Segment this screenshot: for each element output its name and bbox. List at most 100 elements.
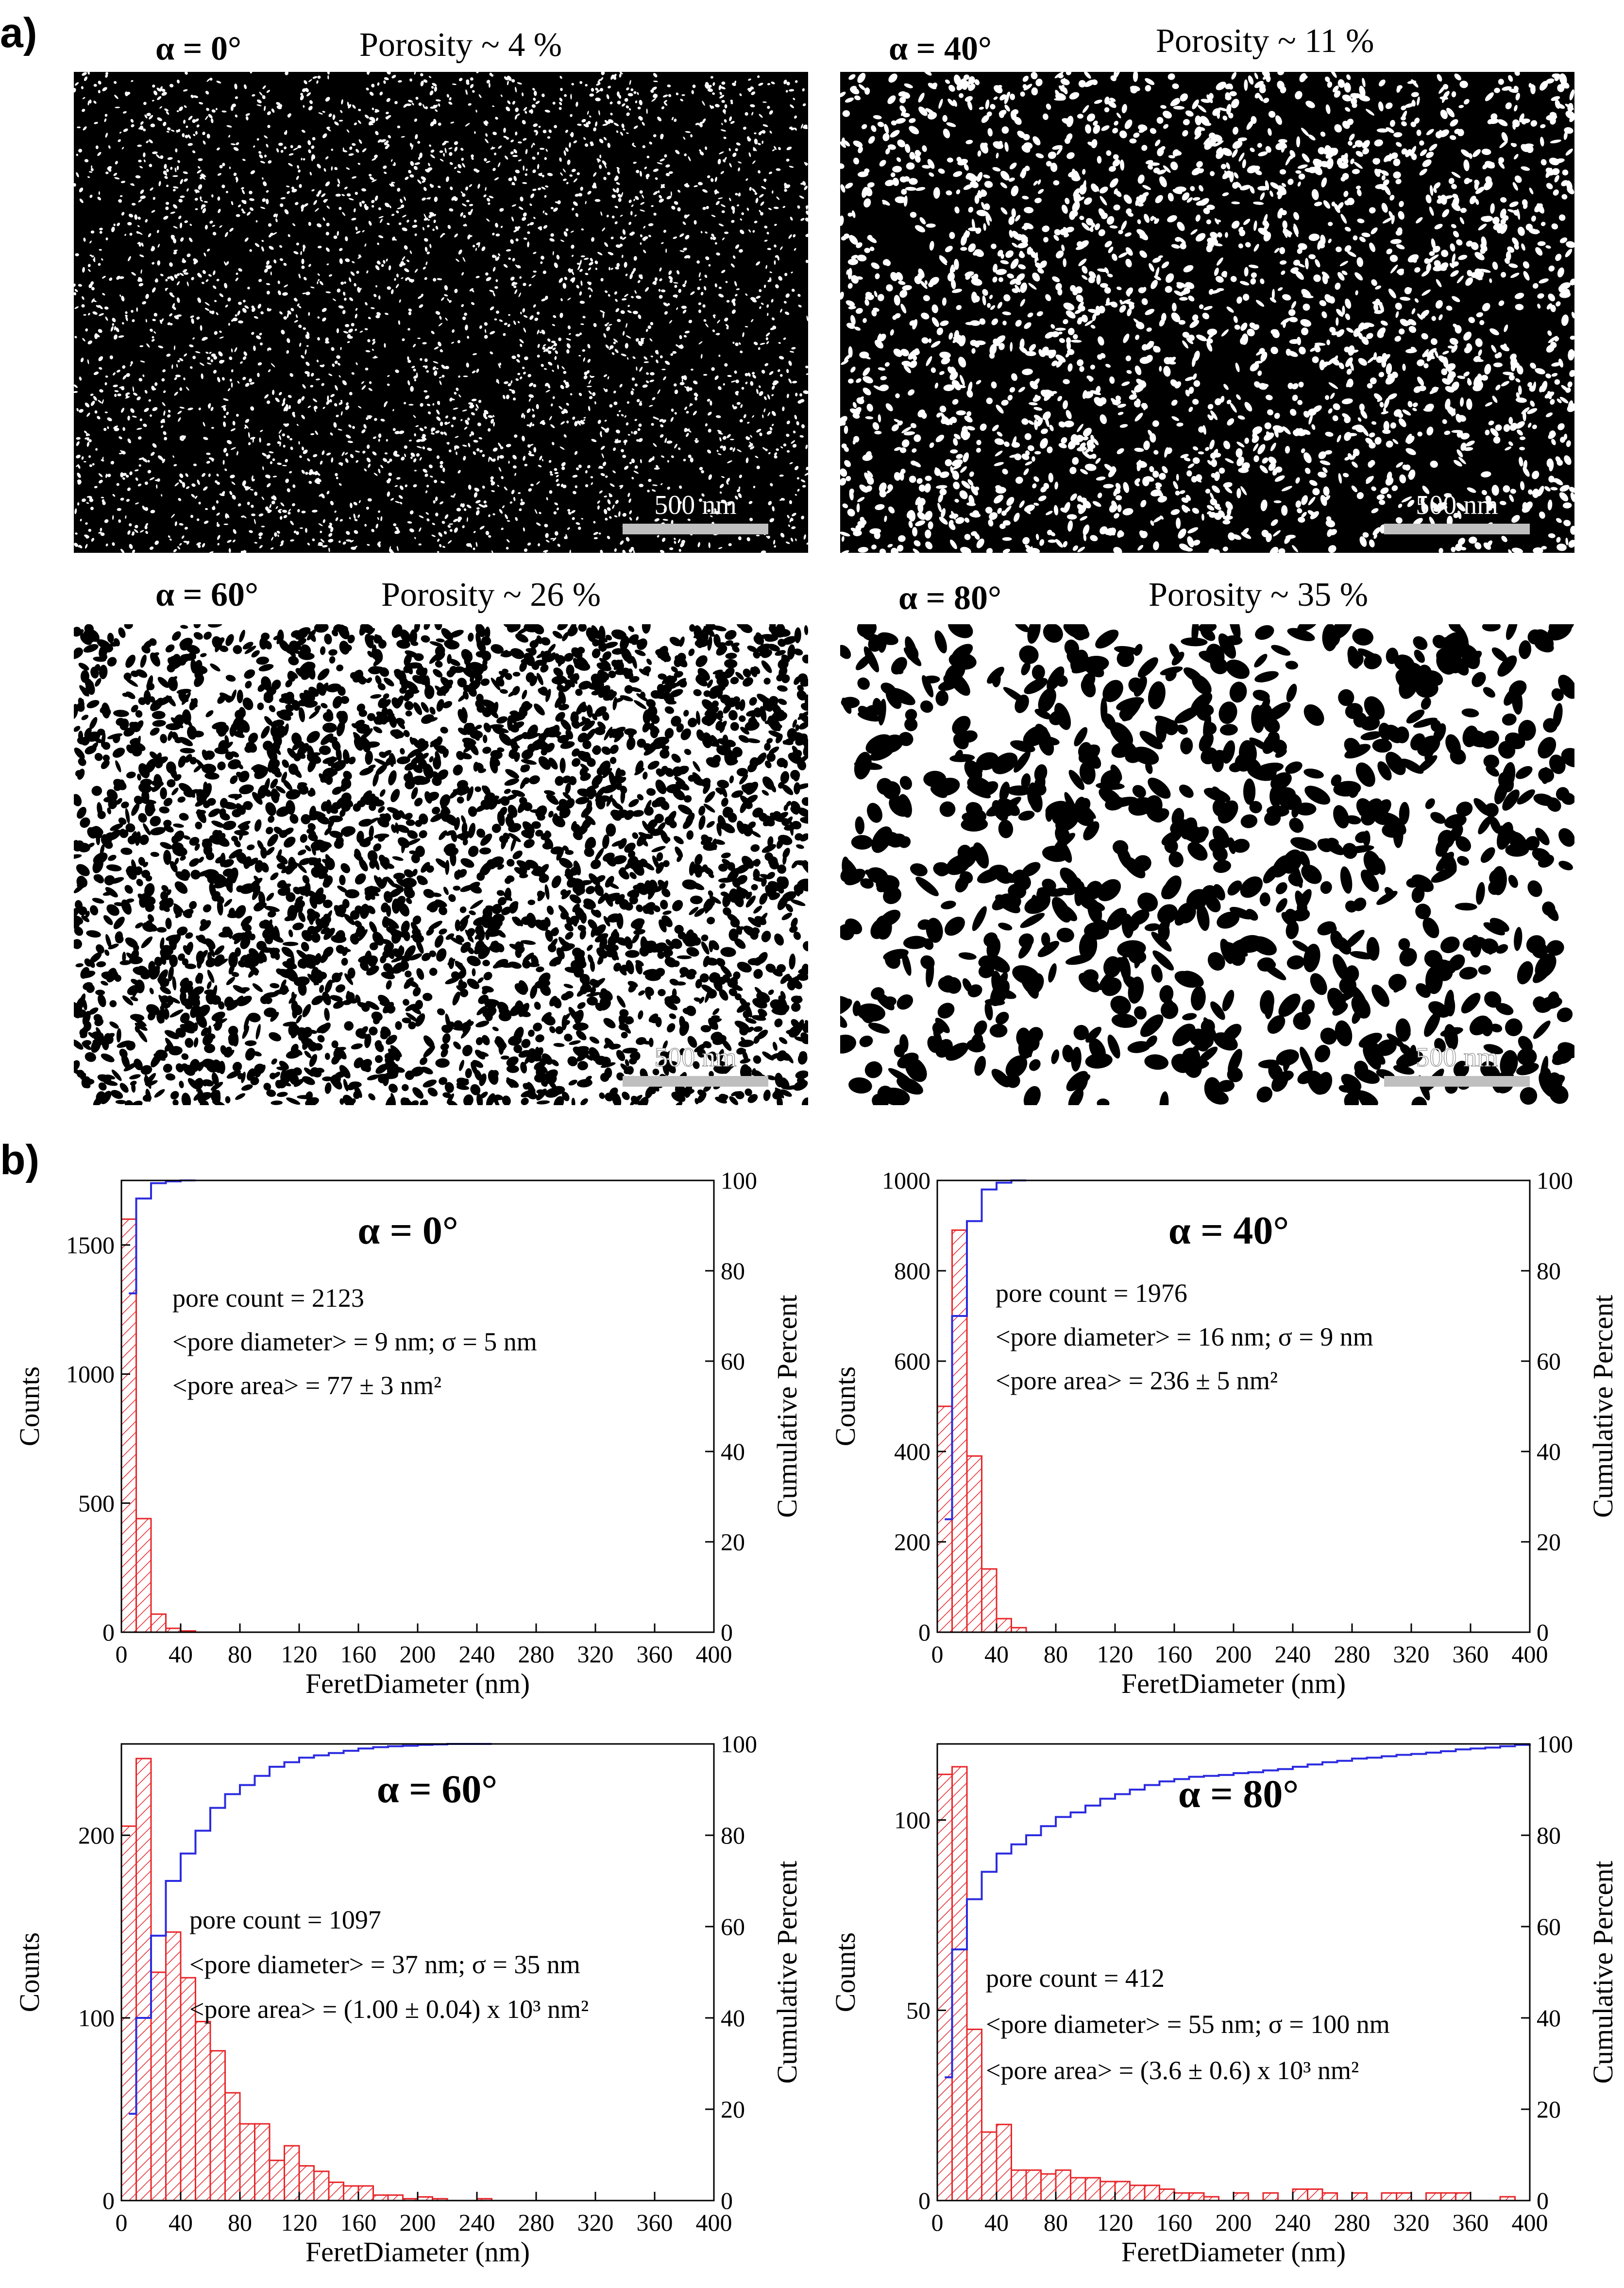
sem-grain <box>112 323 115 326</box>
sem-grain <box>548 129 552 133</box>
sem-grain <box>1537 304 1541 309</box>
sem-grain <box>995 269 1007 275</box>
sem-grain <box>570 133 573 137</box>
sem-grain <box>1279 247 1286 255</box>
sem-grain <box>522 182 527 184</box>
sem-grain <box>517 354 520 358</box>
sem-grain <box>313 454 318 458</box>
sem-grain <box>1337 272 1345 281</box>
sem-grain <box>230 475 235 478</box>
sem-grain <box>279 435 281 440</box>
sem-grain <box>378 439 380 442</box>
sem-grain <box>1155 195 1163 204</box>
sem-grain <box>1451 171 1461 178</box>
sem-grain <box>663 100 667 103</box>
sem-grain <box>916 478 923 484</box>
sem-grain <box>152 197 155 200</box>
sem-grain <box>559 446 565 450</box>
sem-grain <box>436 416 441 421</box>
sem-grain <box>147 470 152 474</box>
sem-grain <box>968 84 976 91</box>
sem-grain <box>75 82 79 86</box>
sem-grain <box>1152 470 1159 478</box>
sem-grain <box>800 479 806 483</box>
sem-grain <box>260 311 264 314</box>
sem-grain <box>550 345 554 348</box>
sem-grain <box>1442 195 1454 200</box>
sem-grain <box>262 453 267 457</box>
sem-grain <box>423 79 428 83</box>
sem-grain <box>226 440 232 444</box>
sem-grain <box>372 119 375 123</box>
sem-grain <box>786 450 790 453</box>
sem-grain <box>1238 243 1243 249</box>
sem-grain <box>365 367 369 371</box>
sem-grain <box>618 198 622 202</box>
sem-grain <box>1571 311 1574 319</box>
sem-grain <box>948 332 953 340</box>
sem-grain <box>730 439 734 441</box>
sem-grain <box>485 120 489 124</box>
sem-grain <box>476 507 480 510</box>
sem-grain <box>785 293 790 298</box>
sem-grain <box>121 147 124 150</box>
sem-grain <box>953 438 958 446</box>
sem-grain <box>507 75 512 81</box>
sem-grain <box>663 508 667 512</box>
sem-grain <box>152 100 154 102</box>
sem-grain <box>565 147 569 152</box>
sem-grain <box>202 132 205 136</box>
sem-grain <box>1431 338 1438 345</box>
sem-grain <box>271 363 275 368</box>
sem-grain <box>398 80 402 83</box>
sem-grain <box>163 410 166 416</box>
sem-grain <box>890 172 896 177</box>
sem-grain <box>384 142 388 146</box>
sem-grain <box>638 314 642 319</box>
sem-texture <box>840 72 1574 553</box>
sem-grain <box>753 147 757 152</box>
sem-grain <box>292 223 296 226</box>
sem-grain <box>400 485 404 490</box>
sem-grain <box>532 156 536 160</box>
sem-grain <box>805 205 808 208</box>
sem-grain <box>724 119 727 123</box>
sem-grain <box>164 176 168 179</box>
sem-grain <box>85 544 88 549</box>
sem-grain <box>1341 398 1353 405</box>
sem-grain <box>526 424 530 427</box>
sem-grain <box>439 376 442 378</box>
sem-grain <box>504 381 508 384</box>
sem-grain <box>1282 220 1287 229</box>
sem-grain <box>102 399 104 404</box>
sem-grain <box>677 189 681 193</box>
sem-grain <box>1109 225 1118 229</box>
sem-grain <box>741 212 744 215</box>
sem-grain <box>260 206 266 209</box>
sem-grain <box>529 203 532 206</box>
sem-grain <box>677 270 680 275</box>
sem-grain <box>1260 352 1268 362</box>
sem-grain <box>654 94 658 99</box>
sem-grain <box>448 540 452 544</box>
sem-grain <box>528 284 532 287</box>
sem-grain <box>642 194 644 199</box>
sem-grain <box>466 517 468 522</box>
sem-grain <box>462 163 465 168</box>
sem-grain <box>432 427 436 431</box>
sem-grain <box>1163 110 1172 119</box>
sem-grain <box>697 542 700 547</box>
sem-grain <box>308 480 312 484</box>
sem-grain <box>490 147 495 150</box>
sem-grain <box>971 219 975 230</box>
sem-grain <box>776 196 780 200</box>
sem-grain <box>440 431 444 435</box>
sem-grain <box>569 549 571 553</box>
sem-grain <box>354 530 358 534</box>
sem-grain <box>195 189 198 194</box>
sem-angle-label-0: α = 0° <box>155 30 241 68</box>
sem-grain <box>1371 508 1379 513</box>
sem-grain <box>116 370 120 373</box>
sem-grain <box>564 94 567 97</box>
sem-grain <box>1325 431 1334 437</box>
